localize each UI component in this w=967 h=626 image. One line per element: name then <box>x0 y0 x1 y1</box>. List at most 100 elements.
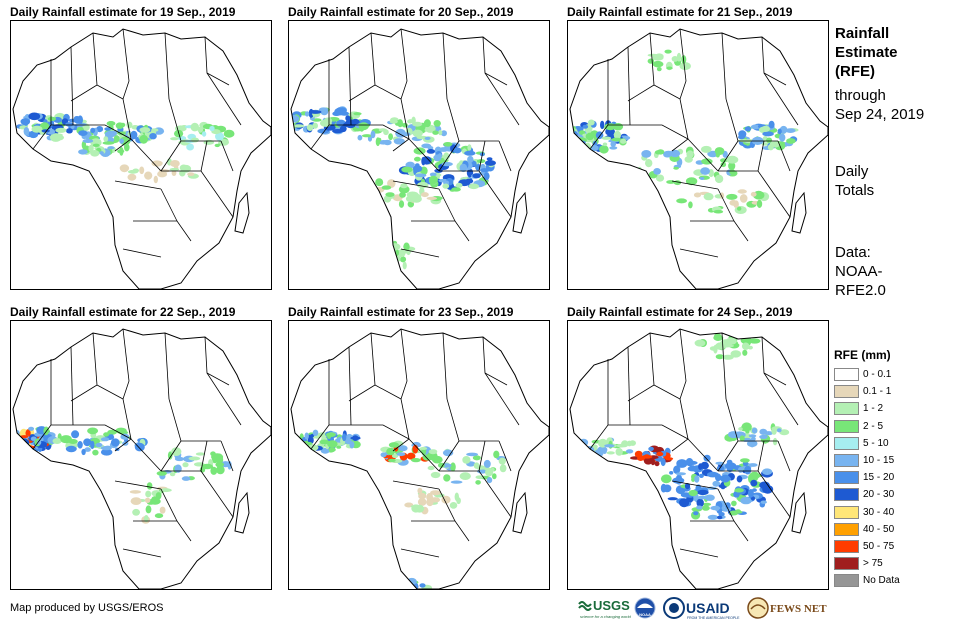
rain-cell <box>13 443 20 448</box>
rain-cell <box>715 354 724 360</box>
rain-cell <box>90 440 95 450</box>
country-border <box>160 188 178 222</box>
rain-cell <box>763 431 774 436</box>
africa-outline <box>290 328 549 589</box>
rain-cell <box>676 198 687 204</box>
rain-cell <box>732 510 743 514</box>
rain-cell <box>381 185 392 190</box>
map-panel-21-sep: Daily Rainfall estimate for 21 Sep., 201… <box>567 4 829 290</box>
country-border <box>478 440 486 472</box>
country-border <box>351 124 410 140</box>
country-border <box>649 332 681 400</box>
country-border <box>679 328 687 400</box>
rain-cell <box>127 173 137 181</box>
panel-title: Daily Rainfall estimate for 22 Sep., 201… <box>10 305 236 319</box>
rain-cell <box>357 134 363 141</box>
country-border <box>200 140 208 172</box>
country-border <box>671 398 689 452</box>
rain-cell <box>438 462 445 468</box>
rain-cell <box>423 119 431 128</box>
rain-cell <box>652 60 664 68</box>
rain-cell <box>406 452 416 460</box>
rain-cell <box>660 483 667 493</box>
rain-cell <box>415 504 425 513</box>
rain-cell <box>669 149 681 158</box>
through-date: through Sep 24, 2019 <box>835 86 924 124</box>
rain-cell <box>181 476 191 481</box>
madagascar-outline <box>512 191 528 234</box>
rain-cell <box>570 138 576 142</box>
country-border <box>122 248 162 258</box>
rain-cell <box>742 425 747 430</box>
country-border <box>400 248 440 258</box>
rain-cell <box>738 135 745 140</box>
rain-cell <box>13 440 21 446</box>
rain-cell <box>697 495 708 500</box>
country-border <box>484 72 520 126</box>
rain-cell <box>483 459 491 468</box>
rain-cell <box>386 447 396 456</box>
rain-cell <box>621 440 629 448</box>
legend-label: 50 - 75 <box>863 540 895 552</box>
rain-cell <box>144 515 149 523</box>
legend-item: 15 - 20 <box>834 469 900 486</box>
country-border <box>348 46 352 126</box>
rain-cell <box>312 429 319 436</box>
rain-cell <box>729 199 738 206</box>
rain-cell <box>30 436 37 441</box>
rain-cell <box>145 490 152 498</box>
rain-cell <box>327 433 332 439</box>
rain-cell <box>688 201 693 209</box>
rain-cell <box>424 136 431 140</box>
rain-cell <box>442 449 454 457</box>
fews-net-logo: FEWS NET <box>747 597 827 619</box>
rain-cell <box>130 130 138 140</box>
rain-cell <box>656 451 664 457</box>
panel-title: Daily Rainfall estimate for 19 Sep., 201… <box>10 5 236 19</box>
rain-cell <box>456 497 461 505</box>
country-border <box>348 384 376 402</box>
rain-cell <box>472 455 481 461</box>
legend-swatch <box>834 574 859 588</box>
rain-cell <box>312 122 318 129</box>
rain-cell <box>151 128 159 132</box>
rain-cell <box>389 119 398 124</box>
noaa-logo: NOAA <box>634 597 656 619</box>
rain-cell <box>151 496 158 502</box>
rain-cell <box>340 111 349 116</box>
rain-cell <box>383 254 393 264</box>
rain-cell <box>186 143 195 151</box>
rain-cell <box>772 437 778 446</box>
rain-cell <box>466 452 479 457</box>
rain-cell <box>160 488 172 493</box>
rain-cell <box>498 457 506 465</box>
country-border <box>627 384 655 402</box>
fews-net-wordmark: FEWS NET <box>770 603 827 615</box>
rain-cell <box>641 150 652 158</box>
country-border <box>32 424 52 450</box>
rain-cell <box>401 585 409 589</box>
rain-cell <box>688 489 698 497</box>
rain-cell <box>384 261 393 271</box>
country-border <box>721 32 727 100</box>
rain-cell <box>459 472 471 480</box>
rain-cell <box>744 465 752 475</box>
rain-cell <box>145 505 152 514</box>
legend-label: 0.1 - 1 <box>863 386 892 398</box>
rain-cell <box>700 167 710 175</box>
rain-cell <box>679 498 690 508</box>
country-border <box>777 440 791 472</box>
rain-cell <box>15 438 23 446</box>
rain-cell <box>393 579 400 586</box>
usaid-wordmark: USAID <box>686 600 730 616</box>
rain-cell <box>55 127 67 133</box>
rain-cell <box>625 449 634 454</box>
rain-cell <box>13 437 15 445</box>
rain-cell <box>475 162 481 171</box>
africa-outline <box>569 328 828 589</box>
rain-cell <box>467 144 472 151</box>
rain-cell <box>120 433 130 440</box>
rain-cell <box>720 339 731 348</box>
country-border <box>92 32 124 100</box>
rain-cell <box>691 477 696 482</box>
